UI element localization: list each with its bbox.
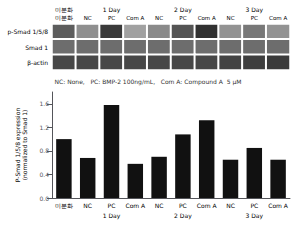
svg-text:PC: PC <box>179 202 187 209</box>
svg-text:NC: NC <box>84 15 92 21</box>
svg-text:0.0: 0.0 <box>39 195 49 202</box>
svg-text:p-Smad 1/5/8: p-Smad 1/5/8 <box>7 28 48 36</box>
svg-text:미분화: 미분화 <box>55 202 73 209</box>
svg-text:P-Smad 1/5/8 expression: P-Smad 1/5/8 expression <box>14 107 21 183</box>
svg-text:1.2: 1.2 <box>39 124 49 131</box>
svg-text:PC: PC <box>251 15 258 21</box>
svg-text:1.6: 1.6 <box>39 100 49 107</box>
svg-text:β-actin: β-actin <box>27 59 48 67</box>
svg-text:Com A: Com A <box>269 15 287 21</box>
svg-text:Smad 1: Smad 1 <box>25 44 48 51</box>
svg-text:PC: PC <box>179 15 186 21</box>
svg-text:PC: PC <box>108 202 116 209</box>
svg-text:미분화: 미분화 <box>55 6 73 13</box>
svg-text:Com A: Com A <box>268 202 289 209</box>
svg-text:NC: NC <box>83 202 92 209</box>
svg-text:2 Day: 2 Day <box>174 212 192 220</box>
svg-text:1 Day: 1 Day <box>103 6 121 14</box>
svg-text:3 Day: 3 Day <box>246 212 264 220</box>
svg-text:미분화: 미분화 <box>55 15 73 21</box>
svg-text:NC: NC <box>155 15 163 21</box>
svg-text:PC: PC <box>108 15 115 21</box>
svg-text:1 Day: 1 Day <box>103 212 121 220</box>
svg-text:NC: NC <box>155 202 164 209</box>
svg-text:Com A: Com A <box>125 202 146 209</box>
svg-text:0.8: 0.8 <box>39 147 49 154</box>
svg-text:NC: NC <box>227 15 235 21</box>
svg-text:Com A: Com A <box>126 15 144 21</box>
svg-text:NC: NC <box>226 202 235 209</box>
svg-text:PC: PC <box>250 202 258 209</box>
svg-text:0.4: 0.4 <box>39 171 49 178</box>
svg-text:Com A: Com A <box>197 202 218 209</box>
svg-text:Com A: Com A <box>198 15 216 21</box>
svg-text:NC: None, PC: BMP-2 100ng/mL: NC: None, PC: BMP-2 100ng/mL, Com A: Com… <box>55 78 242 86</box>
svg-text:2 Day: 2 Day <box>174 6 192 14</box>
svg-text:3 Day: 3 Day <box>246 6 264 14</box>
svg-text:(normalized to Smad 1): (normalized to Smad 1) <box>21 110 28 181</box>
